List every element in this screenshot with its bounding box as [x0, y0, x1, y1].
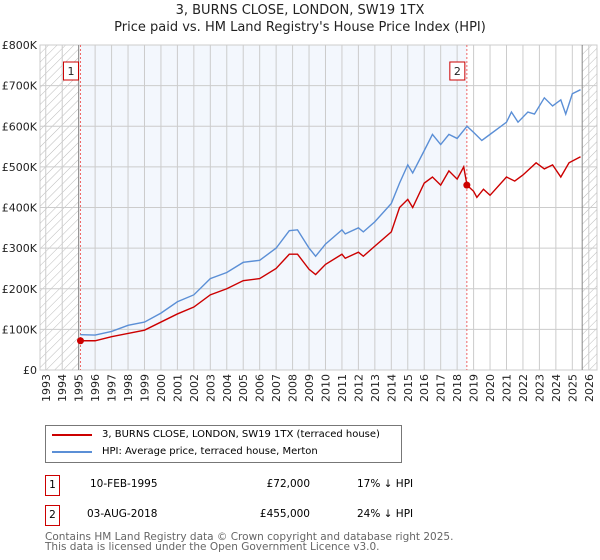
sale-hpi-diff: 24% ↓ HPI: [357, 508, 414, 520]
x-tick-label: 2013: [369, 374, 382, 402]
sale-price: £72,000: [266, 478, 310, 490]
x-tick-label: 2021: [500, 374, 513, 402]
y-tick-label: £100K: [2, 323, 38, 336]
y-tick-label: £500K: [2, 161, 38, 174]
x-tick-label: 2008: [287, 374, 300, 402]
sale-date: 03-AUG-2018: [87, 508, 158, 520]
x-tick-label: 1999: [138, 374, 151, 402]
y-tick-label: £800K: [2, 39, 38, 52]
y-tick-label: £600K: [2, 120, 38, 133]
x-tick-label: 2012: [352, 374, 365, 402]
footer: Contains HM Land Registry data © Crown c…: [45, 531, 454, 553]
sale-label: 1: [67, 65, 74, 78]
x-tick-label: 2005: [237, 374, 250, 402]
sale-date: 10-FEB-1995: [90, 478, 158, 490]
y-tick-label: £700K: [2, 80, 38, 93]
sale-price: £455,000: [259, 508, 310, 520]
sale-row-2: 2 03-AUG-2018 £455,000 24% ↓ HPI: [45, 505, 445, 526]
x-tick-label: 2011: [336, 374, 349, 402]
x-tick-label: 2022: [517, 374, 530, 402]
y-tick-label: £300K: [2, 242, 38, 255]
x-tick-label: 2018: [451, 374, 464, 402]
x-tick-label: 2023: [533, 374, 546, 402]
x-tick-label: 2001: [171, 374, 184, 402]
x-tick-label: 2025: [566, 374, 579, 402]
x-tick-label: 1996: [89, 374, 102, 402]
x-tick-label: 2024: [550, 374, 563, 402]
x-tick-label: 2003: [204, 374, 217, 402]
sale-row-1: 1 10-FEB-1995 £72,000 17% ↓ HPI: [45, 475, 445, 496]
x-tick-label: 2007: [270, 374, 283, 402]
x-tick-label: 2006: [254, 374, 267, 402]
sale-hpi-diff: 17% ↓ HPI: [357, 478, 414, 490]
sale-label-box: [62, 61, 79, 81]
sale-label-box: [449, 61, 466, 81]
legend-swatch-property: [52, 433, 92, 436]
sale-point: [463, 181, 471, 189]
sale-point: [76, 337, 84, 345]
x-tick-label: 2016: [418, 374, 431, 402]
legend-label-property: 3, BURNS CLOSE, LONDON, SW19 1TX (terrac…: [102, 429, 380, 440]
x-tick-label: 1995: [73, 374, 86, 402]
property-line: [80, 156, 581, 342]
x-tick-label: 2015: [402, 374, 415, 402]
plot-area: 1993 1994 1995 1996 1997 1998 1999 2000 2001 2002…: [2, 39, 598, 402]
x-tick-label: 2000: [155, 374, 168, 402]
x-tick-label: 2009: [303, 374, 316, 402]
legend-swatch-hpi: [52, 450, 92, 453]
x-tick-label: 2020: [484, 374, 497, 402]
x-tick-label: 2004: [221, 374, 234, 402]
x-tick-label: 1993: [40, 374, 53, 402]
y-tick-label: £0: [23, 364, 37, 377]
x-tick-label: 2002: [188, 374, 201, 402]
legend: 3, BURNS CLOSE, LONDON, SW19 1TX (terrac…: [45, 425, 402, 463]
x-tick-label: 1997: [106, 374, 119, 402]
chart-subtitle: Price paid vs. HM Land Registry's House …: [114, 20, 486, 35]
x-tick-label: 2019: [468, 374, 481, 402]
footer-line-2: This data is licensed under the Open Gov…: [45, 541, 380, 553]
x-tick-label: 1998: [122, 374, 135, 402]
hpi-line: [80, 89, 581, 336]
chart-title: 3, BURNS CLOSE, LONDON, SW19 1TX: [175, 3, 425, 18]
x-tick-label: 2026: [583, 374, 596, 402]
footer-line-1: Contains HM Land Registry data © Crown c…: [45, 531, 454, 543]
x-tick-label: 2010: [319, 374, 332, 402]
legend-label-hpi: HPI: Average price, terraced house, Mert…: [102, 446, 318, 457]
sale-label: 2: [454, 65, 461, 78]
x-tick-label: 2014: [385, 374, 398, 402]
x-tick-label: 1994: [56, 374, 69, 402]
y-tick-label: £400K: [2, 202, 38, 215]
sale-badge: 2: [45, 505, 60, 526]
x-tick-label: 2017: [435, 374, 448, 402]
y-tick-label: £200K: [2, 283, 38, 296]
sale-badge: 1: [45, 475, 60, 496]
